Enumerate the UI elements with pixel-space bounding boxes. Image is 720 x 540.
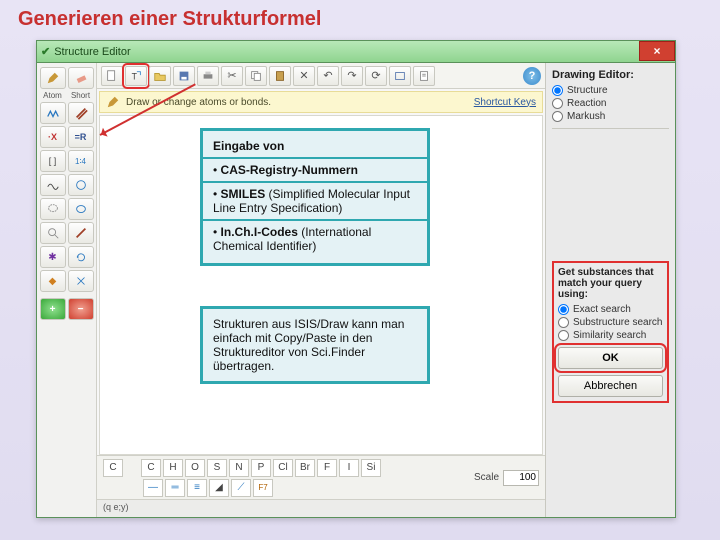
close-button[interactable]: × <box>639 41 675 61</box>
svg-text:T: T <box>132 71 138 81</box>
rotate-tool[interactable] <box>68 246 94 268</box>
x-group-tool[interactable]: ·X <box>40 126 66 148</box>
undo-button[interactable]: ↶ <box>317 66 339 86</box>
add-button[interactable]: + <box>40 298 66 320</box>
callout1-header: Eingabe von <box>213 139 417 153</box>
text-import-button[interactable]: T <box>125 66 147 86</box>
print-button[interactable] <box>197 66 219 86</box>
scale-input[interactable] <box>503 470 539 486</box>
element-s[interactable]: S <box>207 459 227 477</box>
element-c-selected[interactable]: C <box>103 459 123 477</box>
element-n[interactable]: N <box>229 459 249 477</box>
hint-bar: Draw or change atoms or bonds. Shortcut … <box>99 91 543 113</box>
slide-title: Generieren einer Strukturformel <box>18 8 321 31</box>
delete-button[interactable]: ✕ <box>293 66 315 86</box>
element-h[interactable]: H <box>163 459 183 477</box>
wedge-down[interactable]: ⟋ <box>231 479 251 497</box>
edit-bond-tool[interactable] <box>68 222 94 244</box>
new-button[interactable] <box>101 66 123 86</box>
template-benzene[interactable]: F7 <box>253 479 273 497</box>
element-o[interactable]: O <box>185 459 205 477</box>
remove-button[interactable]: − <box>68 298 94 320</box>
lasso-tool[interactable] <box>40 198 66 220</box>
callout2-text: Strukturen aus ISIS/Draw kann man einfac… <box>213 317 404 373</box>
drawing-canvas[interactable]: Eingabe von • CAS-Registry-Nummern • SMI… <box>99 115 543 455</box>
divider <box>552 128 669 129</box>
hint-text: Draw or change atoms or bonds. <box>126 97 271 108</box>
bond-tool[interactable] <box>68 102 94 124</box>
shortcut-keys-link[interactable]: Shortcut Keys <box>474 97 536 108</box>
ratio-tool[interactable]: 1∶4 <box>68 150 94 172</box>
freeform-tool[interactable] <box>40 174 66 196</box>
element-p[interactable]: P <box>251 459 271 477</box>
atom-col-label: Atom <box>40 91 66 100</box>
top-toolbar: T ✂ ✕ ↶ ↷ ⟳ ? <box>97 63 545 89</box>
wedge-up[interactable]: ◢ <box>209 479 229 497</box>
select-tool[interactable] <box>68 198 94 220</box>
mirror-tool[interactable] <box>68 270 94 292</box>
app-icon: ✔ <box>41 45 50 58</box>
save-button[interactable] <box>173 66 195 86</box>
bracket-tool[interactable]: [ ] <box>40 150 66 172</box>
search-opt-exact[interactable]: Exact search <box>558 304 663 315</box>
cancel-button[interactable]: Abbrechen <box>558 375 663 397</box>
scale-control: Scale <box>474 470 539 486</box>
search-heading: Get substances that match your query usi… <box>558 267 663 300</box>
right-panel: Drawing Editor: Structure Reaction Marku… <box>545 63 675 517</box>
pencil-icon <box>106 95 120 109</box>
scale-label: Scale <box>474 472 499 483</box>
double-bond[interactable]: ═ <box>165 479 185 497</box>
window-title: Structure Editor <box>54 46 130 58</box>
help-button[interactable]: ? <box>523 67 541 85</box>
search-opt-similarity[interactable]: Similarity search <box>558 330 663 341</box>
search-options-box: Get substances that match your query usi… <box>552 261 669 403</box>
element-bar: C C H O S N P Cl Br F I Si <box>97 455 545 499</box>
pencil-tool[interactable] <box>40 67 66 89</box>
cut-button[interactable]: ✂ <box>221 66 243 86</box>
redo-button[interactable]: ↷ <box>341 66 363 86</box>
short-col-label: Short <box>68 91 94 100</box>
structure-editor-window: ✔ Structure Editor × Atom Short ·X =R [ … <box>36 40 676 518</box>
callout1-item-1: • SMILES (Simplified Molecular Input Lin… <box>213 187 417 215</box>
titlebar[interactable]: ✔ Structure Editor × <box>37 41 675 63</box>
callout1-item-2: • In.Ch.I-Codes (International Chemical … <box>213 225 417 253</box>
element-f[interactable]: F <box>317 459 337 477</box>
left-toolbar: Atom Short ·X =R [ ] 1∶4 <box>37 63 97 517</box>
element-i[interactable]: I <box>339 459 359 477</box>
status-bar: (q e;y) <box>97 499 545 517</box>
chain-tool[interactable] <box>40 102 66 124</box>
center-column: T ✂ ✕ ↶ ↷ ⟳ ? Draw or change atoms or bo… <box>97 63 545 517</box>
editor-opt-structure[interactable]: Structure <box>552 85 669 96</box>
element-cl[interactable]: Cl <box>273 459 293 477</box>
element-c[interactable]: C <box>141 459 161 477</box>
main-area: Atom Short ·X =R [ ] 1∶4 <box>37 63 675 517</box>
single-bond[interactable]: — <box>143 479 163 497</box>
triple-bond[interactable]: ≡ <box>187 479 207 497</box>
callout-input-types: Eingabe von • CAS-Registry-Nummern • SMI… <box>200 128 430 266</box>
drawing-editor-heading: Drawing Editor: <box>552 69 669 81</box>
element-br[interactable]: Br <box>295 459 315 477</box>
callout1-item-0: • CAS-Registry-Nummern <box>213 163 417 177</box>
ok-button[interactable]: OK <box>558 347 663 369</box>
highlight-tool[interactable]: ◆ <box>40 270 66 292</box>
eraser-tool[interactable] <box>68 67 94 89</box>
copy-button[interactable] <box>245 66 267 86</box>
search-opt-substructure[interactable]: Substructure search <box>558 317 663 328</box>
element-si[interactable]: Si <box>361 459 381 477</box>
paste-button[interactable] <box>269 66 291 86</box>
settings-button[interactable] <box>413 66 435 86</box>
charge-tool[interactable]: ✱ <box>40 246 66 268</box>
ring-tool[interactable] <box>68 174 94 196</box>
r-group-tool[interactable]: =R <box>68 126 94 148</box>
refresh-button[interactable]: ⟳ <box>365 66 387 86</box>
window-button[interactable] <box>389 66 411 86</box>
editor-opt-markush[interactable]: Markush <box>552 111 669 122</box>
query-tool[interactable] <box>40 222 66 244</box>
open-button[interactable] <box>149 66 171 86</box>
callout-copy-paste: Strukturen aus ISIS/Draw kann man einfac… <box>200 306 430 384</box>
editor-opt-reaction[interactable]: Reaction <box>552 98 669 109</box>
